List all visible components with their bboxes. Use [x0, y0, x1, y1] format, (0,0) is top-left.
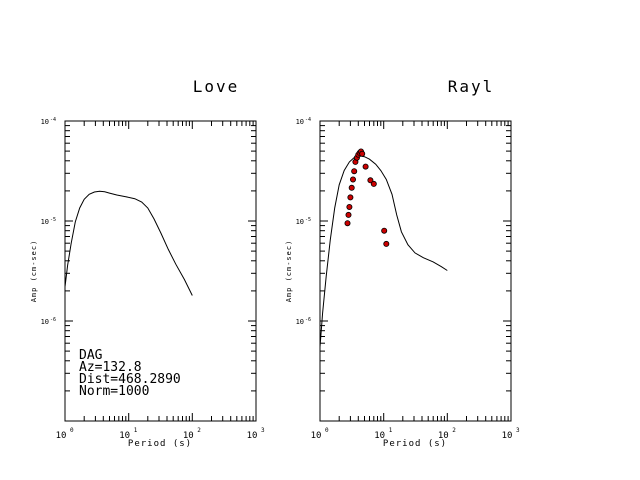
station-distance: Dist=468.2890	[79, 372, 181, 387]
station-azimuth: Az=132.8	[79, 360, 142, 375]
rayl-observed-point-5	[349, 176, 356, 183]
love-x-tick-label-2: 10	[183, 431, 194, 441]
rayl-observed-point-3	[347, 194, 354, 201]
love-y-tick-label-0: 10	[41, 118, 49, 126]
love-title: Love	[193, 77, 240, 96]
rayl-x-tick-label-2: 10	[438, 431, 449, 441]
love-y-axis-label: Amp (cm-sec)	[30, 240, 38, 303]
station-norm: Norm=1000	[79, 384, 149, 399]
love-x-tick-exp-3: 3	[261, 427, 265, 434]
rayl-y-tick-exp-1: -5	[305, 217, 311, 223]
rayl-observed-point-4	[348, 184, 355, 191]
rayl-observed-point-0	[344, 220, 351, 227]
love-y-tick-exp-0: -4	[50, 117, 56, 123]
rayl-plot-frame	[319, 120, 512, 422]
rayl-observed-points	[344, 148, 390, 247]
love-x-axis-label: Period (s)	[128, 439, 192, 449]
rayl-y-tick-label-1: 10	[296, 218, 304, 226]
rayl-observed-point-2	[346, 203, 353, 210]
love-amplitude-curve	[64, 190, 193, 296]
love-x-tick-exp-0: 0	[70, 427, 74, 434]
rayl-x-tick-label-3: 10	[502, 431, 513, 441]
rayl-x-tick-exp-1: 1	[389, 427, 393, 434]
station-info: DAG Az=132.8 Dist=468.2890 Norm=1000	[79, 348, 181, 399]
love-y-tick-exp-2: -6	[50, 317, 56, 323]
rayl-observed-point-6	[351, 168, 358, 175]
love-y-tick-exp-1: -5	[50, 217, 56, 223]
station-name: DAG	[79, 348, 103, 363]
love-y-tick-label-2: 10	[41, 318, 49, 326]
rayl-y-tick-exp-0: -4	[305, 117, 311, 123]
rayl-x-tick-label-0: 10	[311, 431, 322, 441]
love-x-tick-exp-2: 2	[197, 427, 201, 434]
rayl-observed-point-1	[345, 211, 352, 218]
love-x-tick-label-3: 10	[247, 431, 258, 441]
rayl-amplitude-curve	[319, 155, 448, 348]
love-y-tick-label-1: 10	[41, 218, 49, 226]
rayl-observed-point-15	[370, 180, 377, 187]
rayl-observed-point-13	[362, 163, 369, 170]
love-x-tick-exp-1: 1	[134, 427, 138, 434]
rayl-y-tick-exp-2: -6	[305, 317, 311, 323]
love-x-tick-label-1: 10	[119, 431, 130, 441]
rayl-y-tick-label-2: 10	[296, 318, 304, 326]
love-x-tick-label-0: 10	[56, 431, 67, 441]
rayl-x-tick-exp-0: 0	[325, 427, 329, 434]
rayl-x-tick-exp-2: 2	[452, 427, 456, 434]
rayl-x-tick-label-1: 10	[374, 431, 385, 441]
love-plot-frame	[64, 120, 257, 422]
rayl-ticks	[319, 121, 511, 422]
rayl-title: Rayl	[448, 77, 495, 96]
rayl-observed-point-14	[367, 177, 374, 184]
rayl-x-axis-label: Period (s)	[383, 439, 447, 449]
rayl-observed-point-12	[359, 150, 366, 157]
rayl-y-axis-label: Amp (cm-sec)	[285, 240, 293, 303]
rayl-observed-point-17	[383, 240, 390, 247]
rayl-y-tick-label-0: 10	[296, 118, 304, 126]
rayl-x-tick-exp-3: 3	[516, 427, 520, 434]
rayl-observed-point-16	[381, 227, 388, 234]
love-ticks	[64, 121, 256, 422]
